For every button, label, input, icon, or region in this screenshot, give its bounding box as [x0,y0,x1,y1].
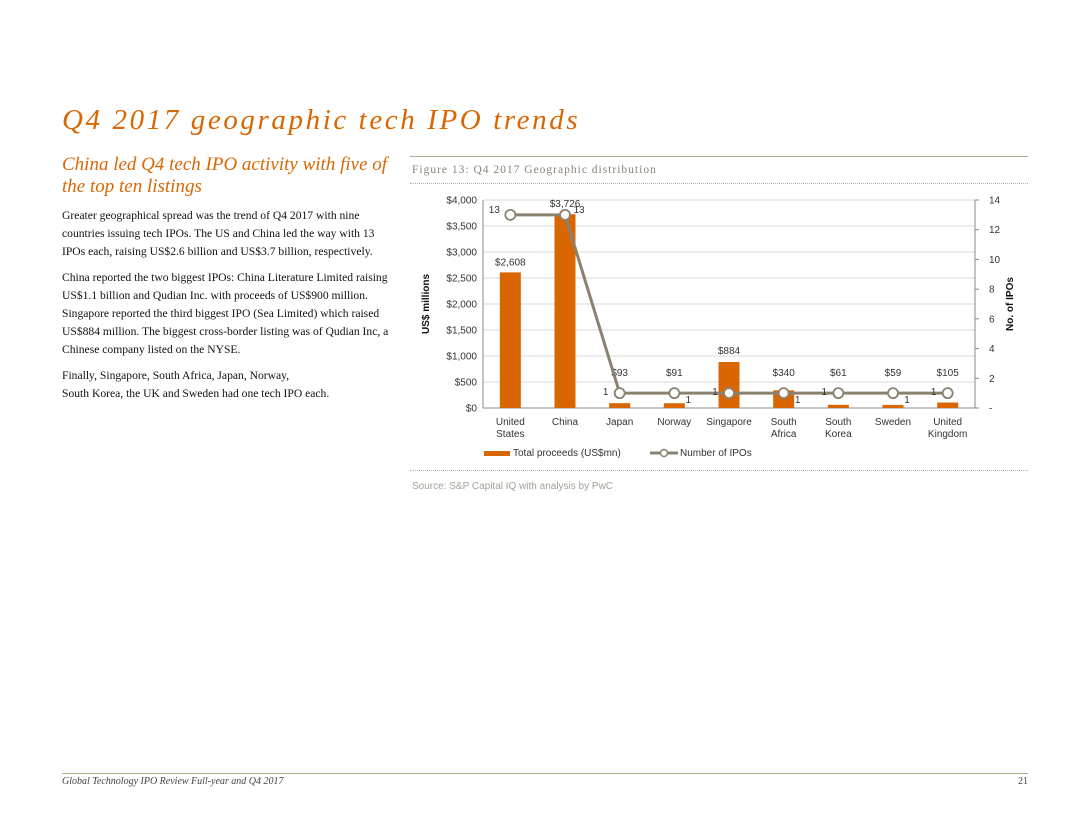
paragraph-1: Greater geographical spread was the tren… [62,209,375,258]
ipo-count-point [941,387,954,400]
x-tick-label: China [552,417,579,428]
ipo-count-label: 1 [904,395,910,406]
bar [609,403,631,408]
y2-tick-label: - [989,404,992,415]
bar [882,404,904,408]
source-note: Source: S&P Capital IQ with analysis by … [412,481,614,492]
ipo-count-label: 13 [573,205,585,216]
bar-label: $91 [666,368,683,379]
footer-rule [62,773,1028,774]
figure-title: Figure 13: Q4 2017 Geographic distributi… [412,164,657,176]
x-tick-label: South [771,417,797,428]
x-tick-label: Africa [771,429,797,440]
bar-label: $340 [773,368,796,379]
y2-tick-label: 2 [989,374,995,385]
ipo-count-point [613,387,626,400]
bar [663,403,685,408]
y-tick-label: $1,500 [446,326,477,337]
y2-tick-label: 6 [989,314,995,325]
bar-label: $61 [830,368,847,379]
ipo-count-point [777,387,790,400]
paragraph-3: Finally, Singapore, South Africa, Japan,… [62,367,392,403]
footer-text: Global Technology IPO Review Full-year a… [62,776,284,787]
bar [937,402,959,408]
figure-dotted-rule-bottom [410,470,1028,471]
x-tick-label: South [825,417,851,428]
y2-tick-label: 14 [989,196,1001,207]
legend-bar-swatch [484,451,510,456]
bar-label: $2,608 [495,257,526,268]
paragraph-3-line-1: Finally, Singapore, South Africa, Japan,… [62,369,290,382]
ipo-count-label: 13 [489,205,501,216]
ipo-count-label: 1 [712,387,718,398]
ipo-count-point [504,208,517,221]
bar-label: $105 [937,368,960,379]
y2-axis-title: No. of IPOs [1005,277,1016,331]
page-number: 21 [1018,776,1028,787]
page-title: Q4 2017 geographic tech IPO trends [62,104,581,136]
page-subtitle: China led Q4 tech IPO activity with five… [62,154,388,197]
x-tick-label: Japan [606,417,633,428]
ipo-count-point [668,387,681,400]
body-text: Greater geographical spread was the tren… [62,207,392,403]
bar-label: $59 [885,368,902,379]
geographic-distribution-chart: $0 $500 $1,000 $1,500 $2,000 $2,500 $3,000 $3,5… [421,196,1016,460]
y-tick-label: $1,000 [446,352,477,363]
x-tick-label: Norway [657,417,691,428]
bar [499,272,521,408]
x-tick-label: Kingdom [928,429,967,440]
ipo-count-point [559,208,571,221]
bar [554,214,576,408]
y-tick-label: $500 [455,378,478,389]
bar-label: $884 [718,346,741,357]
y-tick-label: $0 [466,404,478,415]
y-tick-label: $4,000 [446,196,477,207]
ipo-count-point [832,387,845,400]
x-tick-label: Singapore [706,417,752,428]
legend-line-marker [659,448,669,458]
y2-tick-label: 12 [989,225,1001,236]
x-tick-label: States [496,429,524,440]
y-tick-label: $2,500 [446,274,477,285]
x-tick-label: Korea [825,429,852,440]
figure-dotted-rule-top [410,183,1028,184]
x-tick-label: Sweden [875,417,911,428]
bar [827,404,849,408]
ipo-count-label: 1 [686,395,692,406]
y2-tick-label: 10 [989,255,1001,266]
ipo-count-point [723,387,735,400]
legend-line-label: Number of IPOs [680,448,752,459]
ipo-count-label: 1 [795,395,801,406]
bar-label: $3,726 [550,199,581,210]
ipo-count-point [887,387,899,400]
y-axis-title: US$ millions [421,274,432,334]
paragraph-3-line-2: South Korea, the UK and Sweden had one t… [62,387,330,400]
figure-top-rule [410,156,1028,157]
ipo-count-label: 1 [822,387,828,398]
x-tick-label: United [933,417,962,428]
x-tick-label: United [496,417,525,428]
y2-tick-label: 8 [989,285,995,296]
y-tick-label: $2,000 [446,300,477,311]
ipo-count-label: 1 [603,387,609,398]
paragraph-2: China reported the two biggest IPOs: Chi… [62,271,389,356]
bar [718,362,740,408]
y-tick-label: $3,500 [446,222,477,233]
ipo-count-label: 1 [931,387,937,398]
legend-bar-label: Total proceeds (US$mn) [513,448,621,459]
bar-label: $93 [611,368,628,379]
y-tick-label: $3,000 [446,248,477,259]
y2-tick-label: 4 [989,344,995,355]
